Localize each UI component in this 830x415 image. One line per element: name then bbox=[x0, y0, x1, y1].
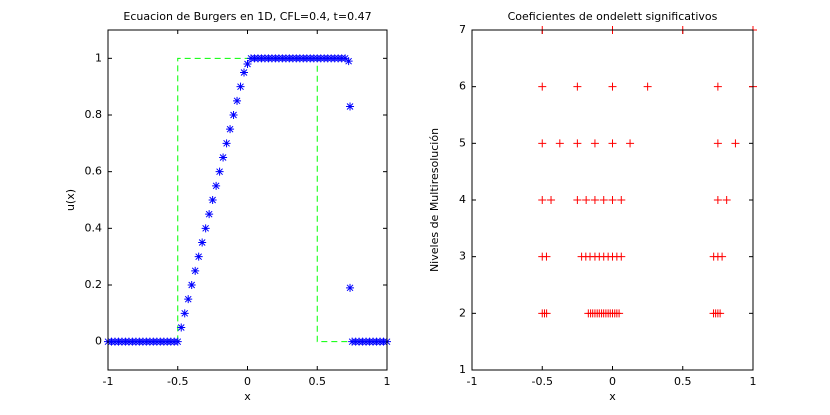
plus-marker bbox=[599, 196, 608, 204]
y-tick-label: 6 bbox=[459, 80, 466, 93]
asterisk-marker bbox=[346, 283, 355, 292]
plus-marker bbox=[643, 82, 652, 91]
plus-marker bbox=[713, 82, 722, 91]
x-tick-label: -0.5 bbox=[532, 375, 553, 388]
plus-marker bbox=[617, 196, 626, 204]
asterisk-marker bbox=[191, 266, 200, 275]
axes-box bbox=[471, 29, 754, 371]
plus-marker bbox=[573, 196, 582, 204]
x-tick-label: 1 bbox=[750, 375, 757, 388]
y-tick-label: 7 bbox=[459, 23, 466, 36]
plus-marker bbox=[608, 139, 617, 148]
asterisk-marker bbox=[205, 210, 214, 219]
asterisk-marker bbox=[173, 337, 182, 346]
plus-marker bbox=[608, 82, 617, 91]
plus-marker bbox=[608, 196, 617, 204]
x-tick-label: 0 bbox=[609, 375, 616, 388]
y-tick-label: 0.8 bbox=[85, 108, 103, 121]
asterisk-marker bbox=[208, 196, 217, 204]
asterisk-marker bbox=[194, 252, 203, 261]
plus-marker bbox=[538, 139, 547, 148]
x-tick-label: 1 bbox=[384, 375, 391, 388]
plus-marker bbox=[731, 139, 740, 148]
x-tick-label: -1 bbox=[467, 375, 478, 388]
plus-marker bbox=[573, 139, 582, 148]
plus-marker bbox=[615, 309, 624, 318]
asterisk-marker bbox=[198, 238, 207, 247]
plus-marker bbox=[555, 139, 564, 148]
plus-marker bbox=[590, 139, 599, 148]
plus-marker bbox=[538, 196, 547, 204]
plus-marker bbox=[617, 252, 626, 261]
plus-marker bbox=[718, 252, 727, 261]
y-tick-label: 3 bbox=[459, 250, 466, 263]
chart-title: Ecuacion de Burgers en 1D, CFL=0.4, t=0.… bbox=[123, 10, 371, 23]
asterisk-marker bbox=[229, 111, 238, 119]
plus-marker bbox=[538, 82, 547, 91]
y-tick-label: 0.4 bbox=[85, 221, 103, 234]
asterisk-marker bbox=[212, 181, 221, 190]
x-axis-label: x bbox=[244, 390, 251, 403]
y-tick-label: 0.6 bbox=[85, 165, 103, 178]
asterisk-marker bbox=[233, 96, 242, 105]
asterisk-marker bbox=[236, 82, 245, 91]
asterisk-marker bbox=[201, 224, 210, 233]
axes-box bbox=[107, 29, 388, 371]
x-tick-label: -1 bbox=[103, 375, 114, 388]
y-tick-label: 1 bbox=[95, 51, 102, 64]
plus-marker bbox=[542, 252, 551, 261]
asterisk-marker bbox=[226, 125, 235, 134]
plus-marker bbox=[713, 139, 722, 148]
asterisk-marker bbox=[243, 60, 252, 68]
y-tick-label: 0.2 bbox=[85, 278, 103, 291]
plus-marker bbox=[716, 309, 725, 318]
asterisk-marker bbox=[177, 323, 186, 332]
asterisk-marker bbox=[219, 153, 228, 162]
y-tick-label: 1 bbox=[459, 363, 466, 376]
plus-marker bbox=[573, 82, 582, 91]
y-tick-label: 4 bbox=[459, 193, 466, 206]
x-tick-label: -0.5 bbox=[167, 375, 188, 388]
x-axis-label: x bbox=[609, 390, 616, 403]
plus-marker bbox=[582, 196, 591, 204]
plus-marker bbox=[590, 196, 599, 204]
y-tick-label: 2 bbox=[459, 306, 466, 319]
y-tick-label: 5 bbox=[459, 136, 466, 149]
asterisk-marker bbox=[222, 139, 231, 148]
plus-marker bbox=[713, 196, 722, 204]
asterisk-marker bbox=[180, 309, 189, 318]
plus-marker bbox=[626, 139, 635, 148]
plus-marker bbox=[542, 309, 551, 318]
asterisk-marker bbox=[187, 281, 196, 289]
plot-area bbox=[108, 30, 387, 370]
asterisk-marker bbox=[346, 102, 355, 111]
y-axis-label: u(x) bbox=[64, 189, 77, 211]
plus-marker bbox=[547, 196, 556, 204]
y-tick-label: 0 bbox=[95, 335, 102, 348]
asterisk-marker bbox=[344, 57, 353, 66]
plus-marker bbox=[722, 196, 731, 204]
asterisk-marker bbox=[215, 167, 224, 176]
asterisk-marker bbox=[341, 54, 350, 63]
chart-title: Coeficientes de ondelett significativos bbox=[508, 10, 718, 23]
x-tick-label: 0.5 bbox=[674, 375, 692, 388]
x-tick-label: 0 bbox=[244, 375, 251, 388]
x-tick-label: 0.5 bbox=[309, 375, 327, 388]
asterisk-marker bbox=[240, 68, 249, 77]
y-axis-label: Niveles de Multiresolución bbox=[428, 128, 441, 272]
asterisk-marker bbox=[184, 295, 193, 304]
